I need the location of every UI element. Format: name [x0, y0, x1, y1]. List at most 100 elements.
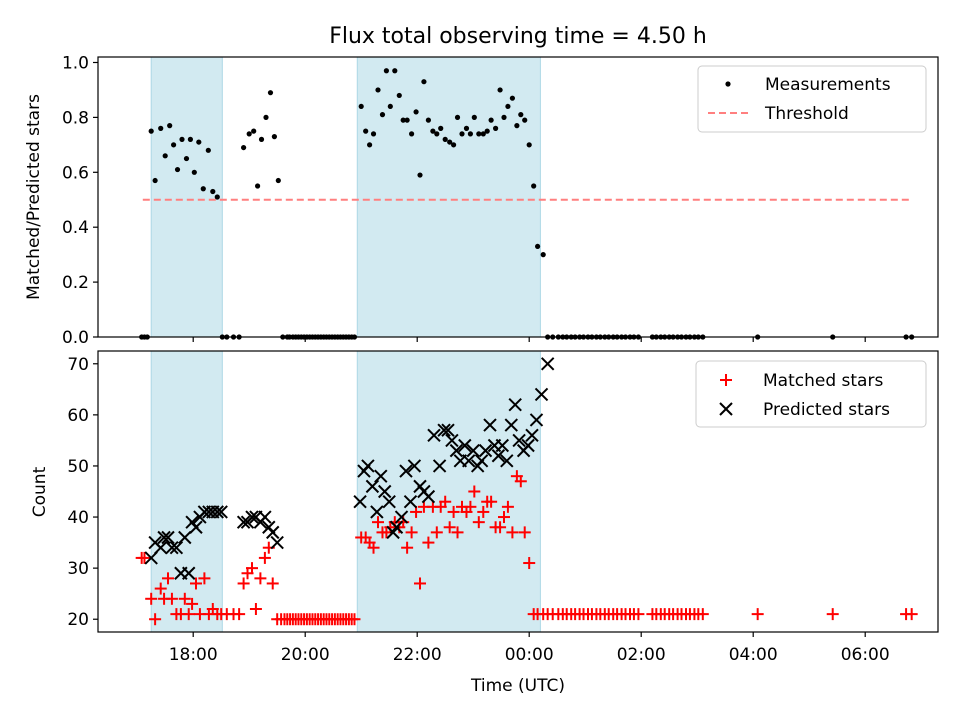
predicted-star-marker	[399, 464, 413, 478]
predicted-star-marker-b	[353, 495, 367, 509]
chart-title: Flux total observing time = 4.50 h	[329, 24, 707, 49]
measurement-point	[196, 139, 202, 145]
measurement-point	[488, 117, 494, 123]
matched-star-marker	[518, 526, 531, 539]
measurement-point	[454, 114, 461, 120]
predicted-star-marker-b	[462, 454, 476, 468]
matched-star-marker	[266, 577, 279, 590]
predicted-star-marker	[154, 540, 168, 555]
matched-star-marker	[254, 572, 267, 585]
predicted-star-marker	[540, 357, 555, 371]
matched-star-marker	[178, 592, 191, 605]
predicted-star-marker-b	[389, 520, 404, 534]
predicted-star-marker	[466, 443, 480, 458]
predicted-star-marker	[266, 525, 280, 540]
predicted-star-marker	[421, 489, 436, 504]
predicted-star-marker-b	[169, 540, 184, 555]
x-tick-label: 00:00	[505, 645, 554, 665]
y-tick-label: 40	[67, 508, 89, 528]
predicted-star-marker-b	[478, 443, 493, 458]
x-tick-label: 02:00	[617, 645, 666, 665]
matched-star-marker	[422, 536, 435, 549]
y-axis-label: Count	[30, 466, 50, 517]
predicted-star-marker	[529, 413, 544, 427]
plot-frame	[97, 56, 939, 338]
matched-star-marker	[367, 541, 380, 554]
predicted-star-marker	[378, 484, 392, 499]
predicted-star-marker	[437, 423, 451, 437]
measurement-point	[447, 139, 453, 145]
predicted-star-marker	[165, 540, 179, 555]
predicted-star-marker-b	[382, 495, 396, 509]
predicted-star-marker-b	[466, 443, 480, 458]
predicted-star-marker-b	[483, 418, 497, 432]
measurement-point	[404, 117, 410, 123]
predicted-star-marker-b	[374, 469, 388, 483]
measurement-point	[267, 90, 274, 96]
matched-star-marker	[443, 521, 456, 534]
matched-star-marker	[138, 551, 151, 564]
measurement-point	[471, 114, 477, 120]
predicted-star-marker	[445, 433, 459, 448]
measurement-point	[251, 128, 257, 134]
matched-star-marker	[430, 526, 443, 539]
shaded-interval	[356, 350, 541, 633]
measurement-point	[497, 87, 503, 93]
predicted-star-marker-b	[449, 443, 464, 458]
predicted-star-marker	[432, 459, 447, 473]
predicted-star-marker-b	[495, 438, 510, 453]
predicted-star-marker-b	[525, 428, 539, 443]
predicted-star-marker	[353, 495, 367, 509]
predicted-star-marker	[508, 397, 522, 412]
legend-predicted-marker	[719, 402, 733, 416]
matched-star-marker	[826, 608, 839, 621]
predicted-star-marker-b	[189, 520, 203, 534]
measurement-point	[174, 166, 181, 173]
predicted-star-marker	[478, 443, 493, 458]
measurement-point	[476, 131, 482, 137]
measurement-point	[363, 128, 369, 134]
panel-counts: 20 30 40 50 60 70 18:00 20:00 22:00 00:00 02:00 04…	[30, 350, 939, 696]
predicted-star-marker-b	[370, 505, 384, 519]
matched-star-marker	[506, 526, 519, 539]
predicted-star-marker	[407, 459, 422, 473]
measurement-point	[484, 128, 490, 134]
matched-star-marker	[477, 505, 490, 518]
predicted-star-marker-b	[427, 428, 441, 443]
measurement-point	[275, 177, 281, 184]
predicted-star-marker	[462, 454, 476, 468]
measurement-point	[493, 125, 499, 131]
predicted-star-marker-b	[361, 459, 375, 473]
predicted-star-marker	[403, 495, 418, 509]
matched-star-marker	[751, 608, 764, 621]
measurement-point	[375, 87, 381, 93]
measurement-point	[501, 114, 507, 120]
predicted-star-marker-b	[270, 535, 284, 550]
predicted-star-marker-b	[508, 397, 522, 412]
y-tick-label: 0.2	[62, 273, 89, 293]
matched-star-marker	[162, 572, 174, 585]
matched-star-marker	[348, 613, 361, 626]
measurement-point	[210, 188, 216, 195]
predicted-star-marker	[270, 535, 284, 550]
predicted-star-marker-b	[512, 433, 526, 448]
predicted-star-marker-b	[521, 438, 535, 453]
predicted-star-marker	[427, 428, 441, 443]
measurement-point	[379, 112, 386, 118]
matched-star-marker	[905, 608, 918, 621]
measurement-point	[255, 183, 261, 189]
predicted-star-marker-b	[403, 495, 418, 509]
matched-star-marker	[494, 521, 507, 534]
measurement-point	[383, 68, 389, 74]
predicted-star-marker	[374, 469, 388, 483]
measurement-point	[241, 144, 247, 151]
predicted-star-marker	[370, 505, 384, 519]
predicted-star-marker	[210, 505, 224, 519]
matched-star-marker	[233, 608, 246, 621]
predicted-star-marker	[178, 530, 192, 545]
matched-star-marker	[696, 608, 709, 621]
measurement-point	[430, 128, 436, 134]
legend-measurements-marker	[725, 81, 731, 87]
matched-star-marker	[246, 562, 258, 575]
